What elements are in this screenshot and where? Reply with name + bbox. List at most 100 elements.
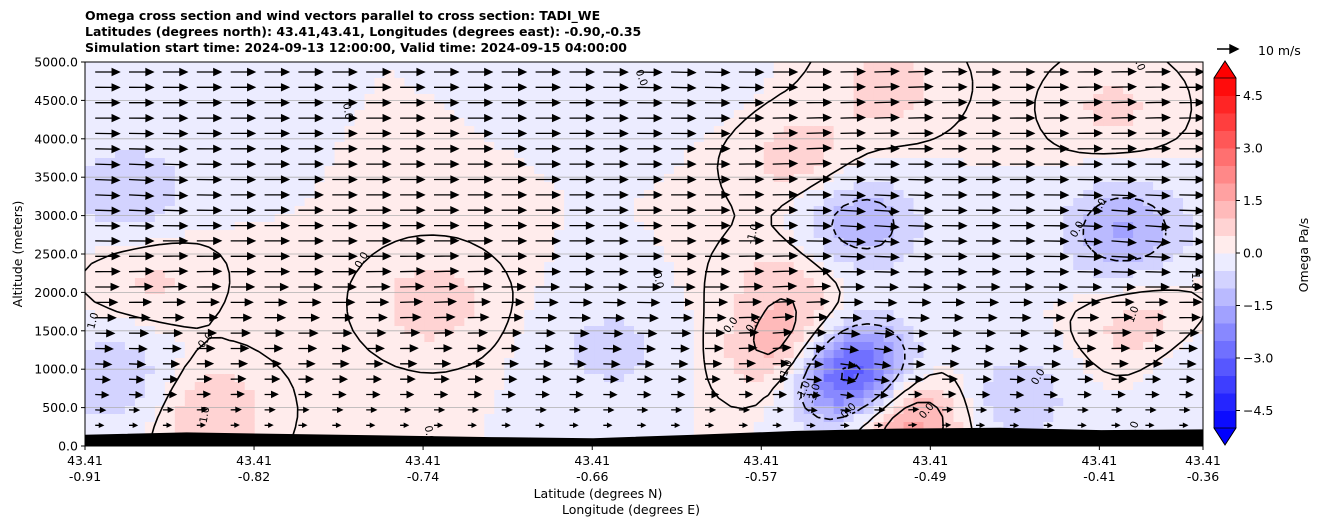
omega-cell: [124, 366, 136, 375]
omega-cell: [763, 158, 775, 167]
omega-cell: [294, 230, 306, 239]
omega-cell: [973, 182, 984, 191]
omega-cell: [584, 382, 595, 391]
omega-cell: [624, 302, 635, 311]
omega-cell: [1093, 302, 1104, 311]
omega-cell: [424, 230, 435, 239]
omega-cell: [194, 310, 206, 319]
omega-cell: [1063, 390, 1074, 399]
omega-cell: [454, 174, 465, 183]
omega-cell: [464, 158, 475, 167]
omega-cell: [913, 198, 925, 207]
omega-cell: [1073, 310, 1084, 319]
omega-cell: [244, 278, 256, 287]
omega-cell: [1053, 326, 1064, 335]
omega-cell: [204, 158, 216, 167]
omega-cell: [823, 126, 835, 135]
omega-cell: [1033, 62, 1044, 71]
omega-cell: [993, 310, 1004, 319]
omega-cell: [404, 198, 416, 207]
omega-cell: [85, 62, 96, 71]
omega-cell: [883, 158, 895, 167]
omega-cell: [823, 110, 835, 119]
omega-cell: [1093, 134, 1104, 143]
omega-cell: [354, 110, 366, 119]
omega-cell: [1093, 278, 1104, 287]
omega-cell: [863, 198, 875, 207]
omega-cell: [324, 318, 336, 327]
omega-cell: [963, 422, 975, 431]
omega-cell: [833, 238, 845, 247]
omega-cell: [893, 310, 905, 319]
omega-cell: [683, 198, 695, 207]
omega-cell: [524, 62, 535, 71]
omega-cell: [254, 326, 266, 335]
omega-cell: [973, 198, 984, 207]
omega-cell: [673, 246, 685, 255]
omega-cell: [374, 262, 386, 271]
omega-cell: [893, 102, 905, 111]
omega-cell: [693, 430, 705, 439]
omega-cell: [843, 118, 855, 127]
omega-cell: [853, 198, 865, 207]
omega-cell: [504, 150, 515, 159]
omega-cell: [174, 374, 186, 383]
omega-cell: [983, 94, 994, 103]
omega-cell: [1093, 422, 1104, 431]
omega-cell: [104, 286, 116, 295]
omega-cell: [264, 342, 276, 351]
omega-cell: [414, 286, 425, 295]
omega-cell: [154, 358, 166, 367]
omega-cell: [294, 414, 306, 423]
omega-cell: [434, 158, 445, 167]
omega-cell: [893, 230, 905, 239]
omega-cell: [154, 142, 166, 151]
omega-cell: [594, 182, 605, 191]
omega-cell: [624, 238, 635, 247]
omega-cell: [1033, 262, 1044, 271]
omega-cell: [324, 302, 336, 311]
omega-cell: [184, 126, 196, 135]
omega-cell: [923, 150, 935, 159]
omega-cell: [164, 398, 176, 407]
omega-cell: [863, 406, 875, 415]
omega-cell: [164, 302, 176, 311]
omega-cell: [324, 110, 336, 119]
omega-cell: [584, 334, 595, 343]
omega-cell: [943, 286, 955, 295]
omega-cell: [763, 262, 775, 271]
omega-cell: [793, 126, 805, 135]
omega-cell: [843, 254, 855, 263]
omega-cell: [524, 334, 535, 343]
omega-cell: [693, 158, 705, 167]
omega-cell: [773, 182, 785, 191]
omega-cell: [164, 190, 176, 199]
omega-cell: [883, 230, 895, 239]
omega-cell: [324, 342, 336, 351]
omega-cell: [703, 350, 715, 359]
omega-cell: [594, 78, 605, 87]
omega-cell: [1013, 254, 1024, 263]
omega-cell: [1063, 174, 1074, 183]
omega-cell: [85, 102, 96, 111]
omega-cell: [1043, 278, 1054, 287]
chart-title: Omega cross section and wind vectors par…: [85, 8, 641, 55]
omega-cell: [424, 182, 435, 191]
omega-cell: [94, 278, 106, 287]
omega-cell: [464, 142, 475, 151]
omega-cell: [444, 334, 455, 343]
omega-cell: [234, 134, 246, 143]
omega-cell: [134, 302, 146, 311]
omega-cell: [174, 118, 186, 127]
omega-cell: [973, 326, 984, 335]
omega-cell: [933, 126, 945, 135]
omega-cell: [594, 206, 605, 215]
omega-cell: [154, 254, 166, 263]
omega-cell: [1013, 278, 1024, 287]
omega-cell: [144, 406, 156, 415]
omega-cell: [234, 334, 246, 343]
omega-cell: [1073, 318, 1084, 327]
omega-cell: [624, 62, 635, 71]
omega-cell: [514, 334, 525, 343]
omega-cell: [344, 414, 356, 423]
